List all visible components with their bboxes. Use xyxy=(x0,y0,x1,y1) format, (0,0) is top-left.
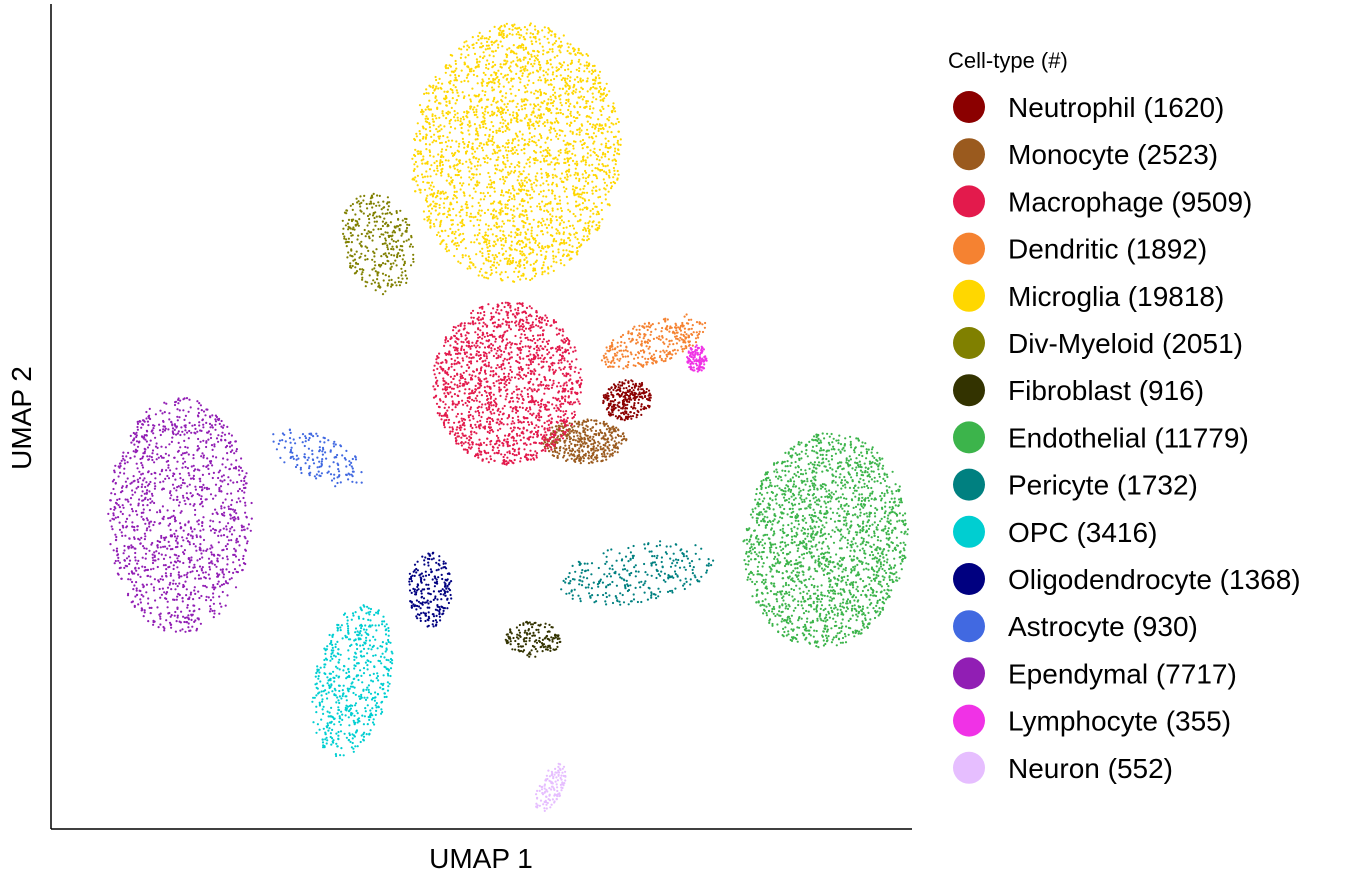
series-lymphocyte-points xyxy=(686,344,708,373)
legend-swatch-neutrophil xyxy=(953,91,985,123)
series-div-myeloid-points xyxy=(341,192,415,296)
legend-label-neuron: Neuron (552) xyxy=(1008,753,1173,784)
series-dendritic-points xyxy=(600,313,707,370)
legend-label-microglia: Microglia (19818) xyxy=(1008,281,1224,312)
legend-label-macrophage: Macrophage (9509) xyxy=(1008,186,1252,217)
legend-swatch-lymphocyte xyxy=(953,704,985,737)
legend-label-monocyte: Monocyte (2523) xyxy=(1008,139,1218,170)
legend-swatch-opc xyxy=(953,515,985,548)
legend-swatch-div-myeloid xyxy=(953,327,985,359)
series-neutrophil-points xyxy=(602,379,652,422)
legend-label-fibroblast: Fibroblast (916) xyxy=(1008,375,1204,406)
legend-label-opc: OPC (3416) xyxy=(1008,517,1157,548)
legend-swatch-macrophage xyxy=(953,185,985,218)
legend-items: Neutrophil (1620) Monocyte (2523) Macropha… xyxy=(953,91,1301,784)
legend-label-pericyte: Pericyte (1732) xyxy=(1008,470,1198,501)
legend-label-astrocyte: Astrocyte (930) xyxy=(1008,611,1198,642)
series-microglia-points xyxy=(411,22,622,283)
series-pericyte-points xyxy=(560,540,715,606)
legend-swatch-ependymal xyxy=(953,657,985,690)
legend-label-ependymal: Ependymal (7717) xyxy=(1008,658,1237,689)
legend-label-lymphocyte: Lymphocyte (355) xyxy=(1008,706,1231,737)
legend-label-oligodendrocyte: Oligodendrocyte (1368) xyxy=(1008,564,1301,595)
series-endothelial-points xyxy=(742,432,910,649)
series-monocyte-points xyxy=(542,418,628,465)
legend-swatch-fibroblast xyxy=(953,374,985,407)
series-astrocyte-points xyxy=(272,428,363,488)
series-fibroblast-points xyxy=(504,620,562,658)
series-ependymal-points xyxy=(107,397,253,633)
legend-swatch-neuron xyxy=(953,751,985,784)
legend-label-dendritic: Dendritic (1892) xyxy=(1008,234,1207,265)
x-axis-title: UMAP 1 xyxy=(429,843,533,874)
series-oligodendrocyte-points xyxy=(408,551,453,628)
legend-swatch-pericyte xyxy=(953,468,985,501)
series-neuron-points xyxy=(535,762,567,813)
legend-label-endothelial: Endothelial (11779) xyxy=(1008,422,1249,453)
legend-swatch-dendritic xyxy=(953,232,985,265)
legend: Cell-type (#) Neutrophil (1620) Monocyte … xyxy=(948,48,1301,784)
legend-label-neutrophil: Neutrophil (1620) xyxy=(1008,92,1224,123)
legend-swatch-monocyte xyxy=(953,138,985,171)
legend-swatch-microglia xyxy=(953,279,985,312)
series-macrophage-points xyxy=(432,301,583,466)
legend-title: Cell-type (#) xyxy=(948,48,1068,73)
legend-swatch-oligodendrocyte xyxy=(953,563,985,595)
series-opc-points xyxy=(311,604,394,758)
scatter-points xyxy=(107,22,910,813)
legend-swatch-astrocyte xyxy=(953,610,985,643)
legend-label-div-myeloid: Div-Myeloid (2051) xyxy=(1008,328,1243,359)
y-axis-title: UMAP 2 xyxy=(6,366,37,470)
legend-swatch-endothelial xyxy=(953,421,985,454)
